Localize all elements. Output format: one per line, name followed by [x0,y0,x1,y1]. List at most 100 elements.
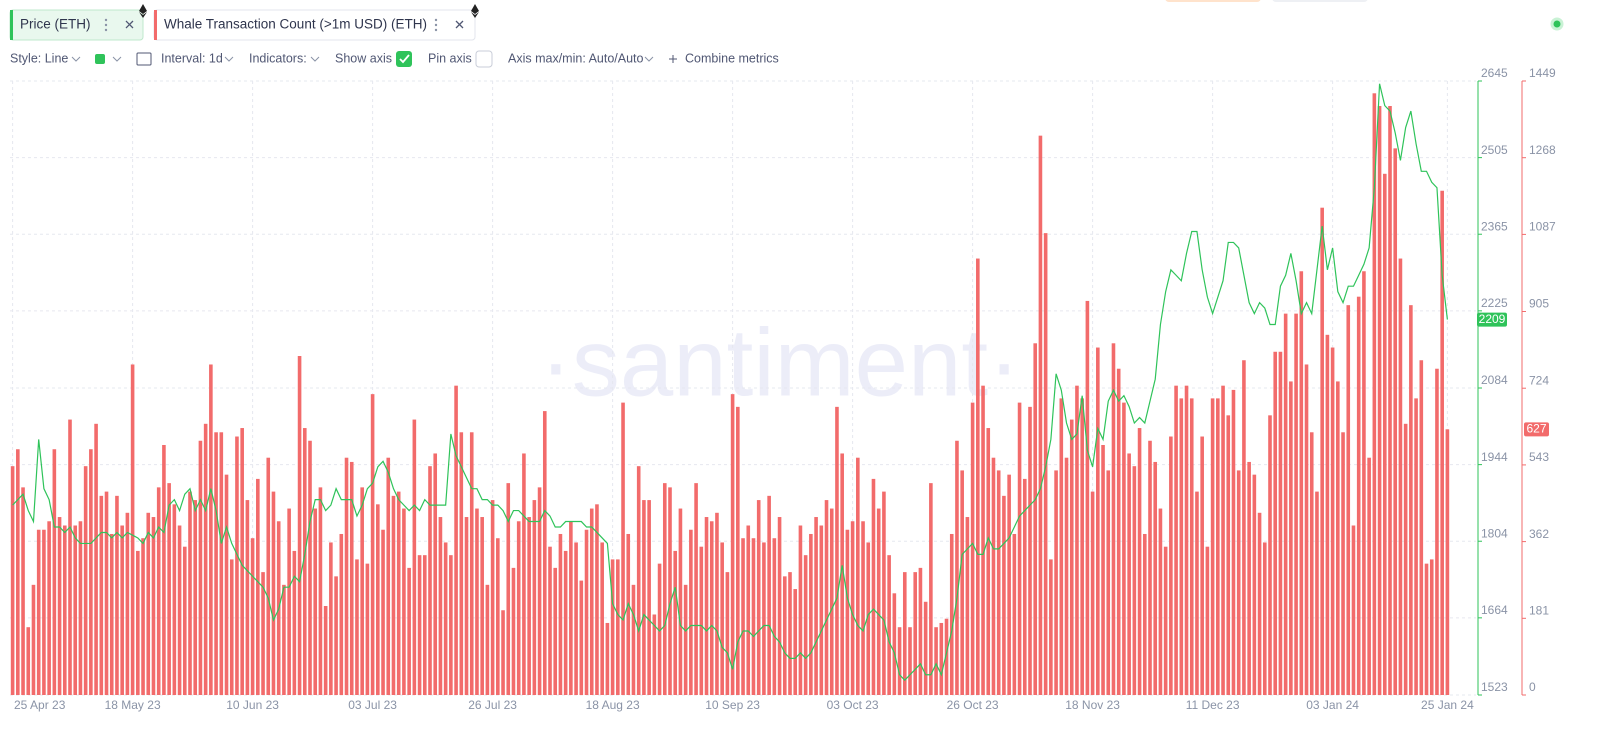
metric-tab[interactable]: Whale Transaction Count (>1m USD) (ETH) [153,4,479,41]
bar [767,495,771,695]
bar [960,470,964,695]
x-tick-label: 11 Dec 23 [1186,698,1240,712]
bar [1200,436,1204,695]
bar [986,428,991,695]
bar [1221,385,1225,695]
metric-tab[interactable]: Price (ETH) [9,4,147,41]
bar [1289,381,1293,695]
bar [756,500,761,695]
bar [1278,351,1283,695]
show-axis-checkbox[interactable] [396,51,412,67]
bar [819,525,824,695]
bar [136,550,140,695]
bar [1127,453,1131,695]
style-dropdown[interactable]: Style: Line [10,51,68,65]
bar [271,491,276,695]
bar [1017,402,1022,695]
bar [1320,207,1324,695]
close-icon[interactable] [125,20,134,29]
bar [882,491,886,695]
close-icon[interactable] [455,20,464,29]
bar [490,500,495,695]
bar [934,627,938,695]
bar [1377,106,1382,696]
bar [365,563,370,695]
bar [736,406,740,695]
bar [203,423,208,695]
bar [287,508,291,695]
bar [694,483,698,695]
bar [1038,135,1043,695]
bar [824,500,829,695]
chevron [224,56,234,62]
bar [1012,533,1017,695]
tab-label: Price (ETH) [20,17,91,32]
bar [428,466,432,695]
top-button[interactable] [1165,0,1261,2]
bar [887,555,891,695]
bar [52,449,57,695]
bar [1440,190,1444,696]
bar [814,517,818,695]
y-tick-label: 1944 [1481,450,1508,464]
price-line [12,83,1448,682]
y2-tick-label: 905 [1529,297,1549,311]
bar [1356,296,1361,695]
color-swatch[interactable] [95,54,105,64]
bar [657,563,662,695]
axis-range-dropdown[interactable]: Axis max/min: Auto/Auto [508,51,644,65]
bar [616,559,620,695]
bar [156,487,161,695]
bar [662,483,667,695]
bar [913,572,918,695]
bar [1403,423,1408,695]
bar [1189,398,1194,695]
last-value-label: 627 [1526,421,1546,435]
bar [1315,491,1319,695]
bar [1174,385,1178,695]
pin-axis-checkbox[interactable] [475,50,493,68]
bar [78,521,83,695]
bar [1382,173,1387,695]
bar [496,538,500,695]
bar [16,449,20,695]
bar [1445,429,1450,695]
bar [522,453,526,695]
bar [68,419,72,695]
bar [256,478,260,695]
bar [141,538,145,695]
bar [99,495,104,695]
bar [245,500,250,695]
bar [829,508,834,695]
bar [376,504,380,695]
bar [683,584,688,695]
bar [1393,148,1398,695]
status-dot [1550,17,1564,31]
bar [1247,461,1251,695]
bar [480,517,484,695]
bar [130,364,135,695]
y2-tick-label: 1268 [1529,143,1556,157]
bar [1085,300,1090,695]
bar [569,521,573,695]
y-tick-label: 1664 [1481,603,1508,617]
bar [699,546,704,695]
y-tick-label: 2365 [1481,219,1508,233]
bar [605,622,610,695]
interval-dropdown[interactable]: Interval: 1d [161,51,223,65]
bar [1137,428,1142,695]
y2-tick-label: 543 [1529,450,1549,464]
bar [120,525,124,695]
top-button[interactable] [1272,0,1368,2]
bar [970,402,975,695]
bar [631,584,636,695]
bar [866,542,871,695]
bar [1398,258,1403,695]
indicators-dropdown[interactable]: Indicators: [249,51,307,65]
bar [1299,271,1304,695]
bar [177,525,182,695]
combine-metrics[interactable]: Combine metrics [685,51,779,65]
bar [1424,563,1429,695]
bar [626,533,631,695]
